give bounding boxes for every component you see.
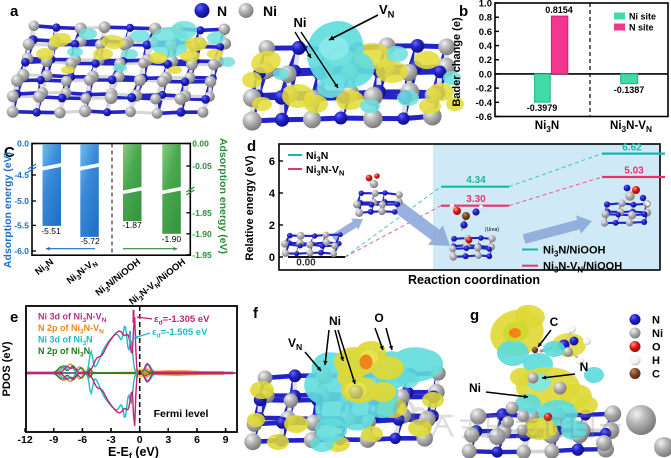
svg-text:0.8: 0.8 — [479, 13, 492, 24]
svg-text:-0.2: -0.2 — [476, 84, 492, 95]
svg-text:0.6: 0.6 — [479, 27, 492, 38]
svg-text:b: b — [459, 3, 468, 20]
svg-text:0.8154: 0.8154 — [545, 5, 573, 15]
svg-text:Ni3N: Ni3N — [535, 120, 559, 134]
svg-text:Ni3N/NiOOH: Ni3N/NiOOH — [94, 257, 144, 300]
svg-text:-6: -6 — [78, 434, 87, 446]
svg-text:-1.85: -1.85 — [192, 208, 212, 218]
svg-text:0.00: 0.00 — [296, 258, 316, 269]
svg-text:Ni 3d of Ni3N: Ni 3d of Ni3N — [38, 335, 93, 347]
svg-text:N: N — [580, 360, 589, 374]
svg-text:N: N — [217, 3, 227, 19]
svg-text:VN: VN — [379, 2, 395, 19]
svg-text:4.34: 4.34 — [466, 175, 486, 186]
svg-text:Relative energy (eV): Relative energy (eV) — [244, 155, 256, 260]
svg-text:O: O — [374, 311, 383, 325]
svg-text:0: 0 — [137, 434, 143, 446]
svg-text:-1.90: -1.90 — [192, 229, 212, 239]
svg-text:f: f — [253, 305, 259, 322]
svg-text:Ni3N-VN: Ni3N-VN — [65, 257, 100, 288]
svg-text:N: N — [652, 315, 660, 327]
svg-text:1.0: 1.0 — [479, 0, 492, 10]
svg-text:C: C — [652, 369, 660, 381]
svg-text:C: C — [4, 144, 15, 161]
svg-text:Bader change (e): Bader change (e) — [451, 17, 463, 107]
svg-text:N site: N site — [629, 23, 654, 33]
svg-text:-3: -3 — [106, 434, 115, 446]
svg-text:0.0: 0.0 — [17, 139, 29, 149]
svg-text:-12: -12 — [18, 434, 33, 446]
svg-text:PDOS (eV): PDOS (eV) — [1, 341, 13, 396]
svg-text:E-Ef (eV): E-Ef (eV) — [108, 445, 159, 458]
svg-text:-1.95: -1.95 — [192, 250, 212, 260]
svg-text:Ni3N-VN: Ni3N-VN — [610, 120, 652, 134]
svg-text:εd=-1.505 eV: εd=-1.505 eV — [152, 327, 208, 339]
svg-text:Reaction coordination: Reaction coordination — [408, 273, 540, 287]
svg-text:Ni 3d of Ni3N-VN: Ni 3d of Ni3N-VN — [38, 312, 107, 324]
svg-text:-9: -9 — [49, 434, 58, 446]
svg-text:Fermi level: Fermi level — [154, 408, 209, 420]
svg-text:-1.90: -1.90 — [162, 234, 182, 244]
svg-text:O: O — [652, 342, 661, 354]
svg-text:VN: VN — [288, 336, 302, 352]
svg-text:-5.72: -5.72 — [80, 236, 100, 246]
svg-text:0.0: 0.0 — [479, 69, 492, 80]
svg-text:Ni: Ni — [263, 3, 277, 19]
svg-text:-1.87: -1.87 — [122, 220, 142, 230]
svg-text:Ni3N: Ni3N — [306, 150, 328, 164]
svg-text:Ni3N: Ni3N — [33, 257, 57, 279]
svg-text:-0.05: -0.05 — [192, 161, 212, 171]
svg-text:Adsorption energy (eV): Adsorption energy (eV) — [2, 152, 14, 268]
svg-text:-0.3979: -0.3979 — [527, 103, 558, 113]
svg-text:Adsorption energy (eV): Adsorption energy (eV) — [217, 138, 229, 254]
svg-text:Ni: Ni — [652, 328, 663, 340]
svg-text:3: 3 — [165, 434, 171, 446]
svg-text:H: H — [652, 355, 660, 367]
svg-text:-5.0: -5.0 — [14, 196, 29, 206]
svg-text:6: 6 — [194, 434, 200, 446]
svg-text:Ni3N-VN: Ni3N-VN — [306, 164, 344, 178]
svg-text:-5.51: -5.51 — [41, 226, 61, 236]
svg-text:e: e — [10, 309, 18, 326]
svg-text:(Urea): (Urea) — [485, 227, 500, 233]
svg-text:N 2p of Ni3N-VN: N 2p of Ni3N-VN — [38, 323, 104, 335]
svg-text:-0.6: -0.6 — [476, 112, 492, 123]
svg-text:4: 4 — [269, 188, 276, 200]
svg-text:2: 2 — [269, 220, 275, 232]
svg-text:Ni3N/NiOOH: Ni3N/NiOOH — [543, 245, 606, 259]
svg-text:εd=-1.305 eV: εd=-1.305 eV — [154, 314, 210, 326]
svg-text:Ni3N-VN/NiOOH: Ni3N-VN/NiOOH — [543, 261, 622, 275]
svg-text:5.03: 5.03 — [624, 166, 644, 177]
svg-text:Ni site: Ni site — [629, 12, 656, 22]
svg-text:0: 0 — [269, 252, 275, 264]
svg-text:g: g — [470, 307, 479, 324]
svg-text:-0.4: -0.4 — [476, 98, 493, 109]
svg-text:9: 9 — [223, 434, 229, 446]
svg-text:3.30: 3.30 — [466, 194, 486, 205]
svg-text:-5.5: -5.5 — [14, 220, 29, 230]
svg-text:C: C — [550, 315, 559, 329]
svg-text:-4.5: -4.5 — [14, 170, 29, 180]
svg-text:0.00: 0.00 — [192, 139, 209, 149]
svg-text:N 2p of Ni3N: N 2p of Ni3N — [38, 346, 90, 358]
svg-text:6.62: 6.62 — [622, 143, 642, 154]
svg-text:0.2: 0.2 — [479, 55, 492, 66]
svg-text:Ni: Ni — [469, 381, 481, 395]
svg-text:d: d — [247, 138, 256, 155]
svg-text:6: 6 — [269, 156, 275, 168]
svg-text:-6.0: -6.0 — [14, 246, 29, 256]
svg-text:a: a — [10, 3, 19, 20]
svg-text:Ni: Ni — [329, 314, 341, 328]
svg-text:Ni: Ni — [294, 15, 307, 30]
svg-text:0.4: 0.4 — [479, 41, 493, 52]
svg-text:-0.1387: -0.1387 — [614, 85, 645, 95]
